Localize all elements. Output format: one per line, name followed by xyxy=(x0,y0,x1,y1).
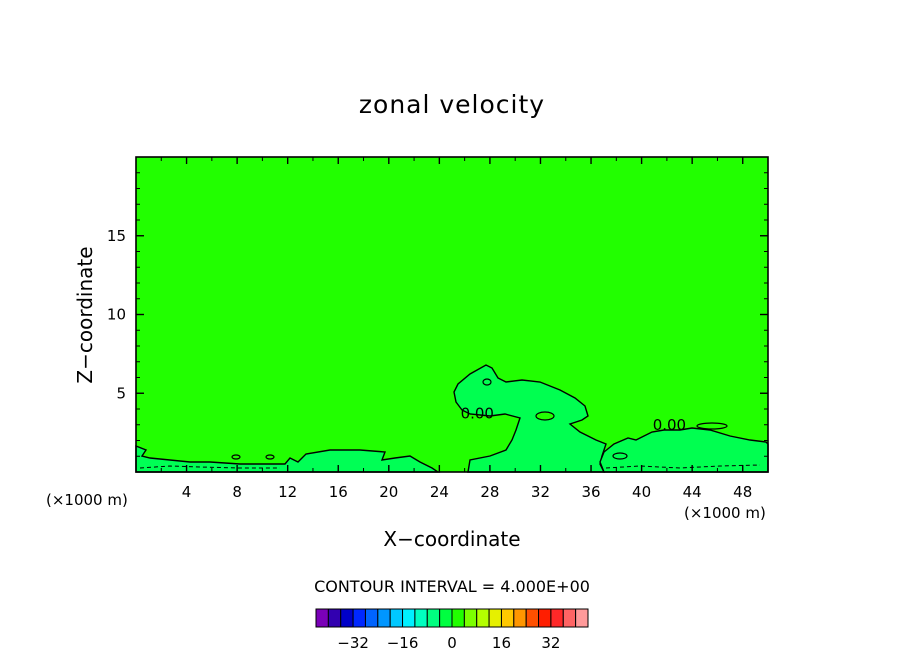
colorbar-swatch xyxy=(500,608,515,628)
chart-title: zonal velocity xyxy=(359,90,545,119)
colorbar-swatch xyxy=(451,608,465,628)
small-contour-1 xyxy=(482,378,492,386)
dashed-negative-contour xyxy=(139,464,761,469)
x-axis-label: X−coordinate xyxy=(383,527,520,551)
colorbar-swatch xyxy=(414,608,428,628)
x-tick-label: 48 xyxy=(733,483,752,501)
x-tick-label: 44 xyxy=(683,483,702,501)
colorbar-tick-label: −16 xyxy=(387,634,419,652)
colorbar-swatch xyxy=(439,608,453,628)
x-tick-label: 28 xyxy=(480,483,499,501)
colorbar-swatch xyxy=(315,608,329,628)
colorbar-tick-label: 16 xyxy=(492,634,511,652)
colorbar-tick-label: 0 xyxy=(447,634,457,652)
x-tick-label: 12 xyxy=(278,483,297,501)
plot-background xyxy=(136,157,768,472)
small-contour-6 xyxy=(612,452,628,460)
colorbar-swatch xyxy=(340,608,354,628)
y-axis-label: Z−coordinate xyxy=(73,246,97,383)
x-unit-right: (×1000 m) xyxy=(684,504,766,522)
colorbar-swatch xyxy=(550,608,564,628)
positive-cell-center xyxy=(453,364,607,473)
colorbar-swatch xyxy=(389,608,404,628)
contour-interval-label: CONTOUR INTERVAL = 4.000E+00 xyxy=(314,577,590,596)
x-tick-label: 24 xyxy=(430,483,449,501)
x-tick-label: 20 xyxy=(379,483,398,501)
x-tick-labels: 4 8 12 16 20 24 28 32 36 40 44 48 xyxy=(182,483,752,501)
negative-band-bottom xyxy=(135,444,441,473)
y-tick-label: 15 xyxy=(107,227,126,245)
x-tick-label: 16 xyxy=(329,483,348,501)
x-tick-label: 8 xyxy=(232,483,242,501)
colorbar-tick-label: 32 xyxy=(541,634,560,652)
colorbar-swatch xyxy=(476,608,490,628)
x-tick-label: 32 xyxy=(531,483,550,501)
y-tick-label: 5 xyxy=(116,384,126,402)
x-unit-left: (×1000 m) xyxy=(46,491,128,509)
small-contour-3 xyxy=(696,422,728,430)
contour-label: 0.00 xyxy=(653,416,686,434)
x-tick-label: 40 xyxy=(632,483,651,501)
colorbar-swatch xyxy=(575,608,589,628)
colorbar-swatch xyxy=(426,608,441,628)
x-tick-label: 36 xyxy=(581,483,600,501)
colorbar xyxy=(315,608,589,628)
positive-cell-right xyxy=(599,427,769,473)
axis-ticks xyxy=(136,157,768,472)
colorbar-swatch xyxy=(402,608,416,628)
plot-area: 0.00 0.00 xyxy=(135,156,769,473)
y-tick-label: 10 xyxy=(107,306,126,324)
contour-label: 0.00 xyxy=(461,405,494,423)
colorbar-swatch xyxy=(513,608,527,628)
colorbar-tick-label: −32 xyxy=(337,634,369,652)
colorbar-swatch xyxy=(488,608,502,628)
colorbar-swatch xyxy=(352,608,366,628)
colorbar-swatch xyxy=(463,608,478,628)
colorbar-swatch xyxy=(562,608,577,628)
colorbar-labels: −32 −16 0 16 32 xyxy=(337,634,560,652)
contour-labels: 0.00 0.00 xyxy=(461,405,687,434)
y-tick-labels: 5 10 15 xyxy=(107,227,126,403)
small-contour-4 xyxy=(231,454,241,460)
colorbar-swatch xyxy=(377,608,391,628)
small-contour-5 xyxy=(265,454,275,460)
colorbar-swatch xyxy=(538,608,552,628)
colorbar-swatch xyxy=(364,608,379,628)
small-contour-2 xyxy=(535,411,555,421)
colorbar-swatch xyxy=(327,608,342,628)
x-tick-label: 4 xyxy=(182,483,192,501)
colorbar-swatch xyxy=(525,608,540,628)
